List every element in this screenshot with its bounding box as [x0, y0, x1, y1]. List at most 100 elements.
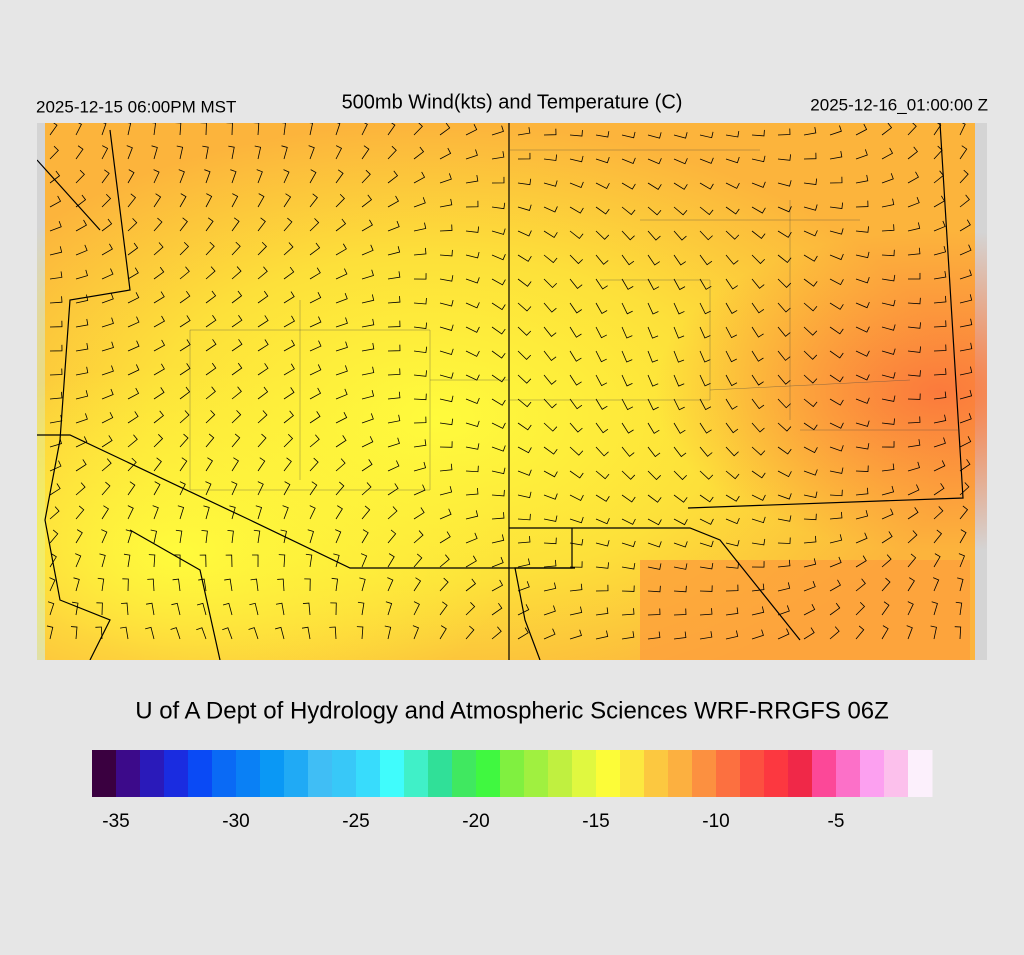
wind-barb — [49, 170, 61, 184]
wind-barb — [121, 602, 129, 616]
wind-barb — [595, 630, 609, 640]
wind-barb — [931, 601, 938, 616]
wind-barb — [47, 601, 55, 616]
wind-barb — [621, 302, 633, 315]
wind-barb — [387, 296, 401, 304]
wind-barb — [283, 291, 295, 304]
wind-barb — [413, 197, 426, 208]
wind-barb — [751, 494, 766, 501]
wind-barb — [361, 145, 370, 160]
wind-barb — [283, 315, 295, 328]
wind-barb — [673, 631, 687, 640]
wind-barb — [932, 577, 940, 592]
wind-barb — [413, 530, 424, 544]
wind-barb — [125, 529, 133, 544]
title: 500mb Wind(kts) and Temperature (C) — [342, 91, 683, 113]
wind-barb — [75, 413, 88, 424]
wind-barb — [387, 437, 400, 448]
wind-barb — [725, 630, 739, 640]
wind-barb — [335, 145, 343, 160]
wind-barb — [75, 529, 83, 544]
wind-barb — [881, 441, 895, 448]
wind-barb — [647, 585, 661, 593]
wind-barb — [439, 554, 450, 568]
wind-barb — [361, 194, 373, 208]
wind-barb — [621, 182, 636, 190]
wind-barb — [413, 507, 425, 520]
wind-barb — [855, 510, 869, 520]
wind-barb — [569, 155, 584, 163]
wind-barb — [699, 230, 713, 241]
wind-barb — [178, 169, 185, 184]
wind-barb — [153, 339, 166, 352]
wind-barb — [881, 418, 896, 425]
wind-barb — [439, 441, 453, 448]
wind-barb — [881, 173, 894, 184]
wind-barb — [127, 457, 137, 472]
wind-barb — [543, 278, 558, 289]
wind-barb — [335, 123, 341, 136]
wind-barb — [283, 481, 291, 496]
wind-barb — [309, 123, 314, 136]
wind-barb — [725, 607, 739, 616]
wind-barb — [751, 470, 766, 479]
wind-barb — [97, 577, 105, 592]
color-box — [668, 750, 693, 797]
wind-barb — [543, 422, 558, 432]
color-box — [524, 750, 549, 797]
wind-barb — [465, 149, 478, 160]
wind-barb — [829, 445, 844, 452]
wind-barb — [127, 434, 138, 448]
wind-barb — [153, 434, 164, 448]
wind-barb — [309, 411, 321, 424]
wind-barb — [361, 294, 375, 304]
wind-barb — [439, 300, 454, 307]
wind-barb — [699, 157, 714, 164]
wind-barb — [517, 302, 532, 312]
wind-barb — [359, 577, 366, 592]
wind-barb — [569, 398, 583, 410]
wind-barb — [282, 505, 289, 520]
wind-barb — [49, 529, 59, 544]
wind-barb — [829, 176, 843, 184]
wind-barb — [803, 230, 818, 237]
wind-barb — [413, 297, 427, 305]
wind-barb — [543, 350, 557, 362]
wind-barb — [647, 518, 662, 526]
wind-barb — [907, 346, 922, 353]
wind-barb — [413, 273, 427, 280]
wind-barb — [855, 226, 869, 233]
wind-barb — [413, 146, 425, 160]
wind-barb — [621, 350, 633, 363]
wind-barb — [699, 182, 714, 190]
wind-barb — [335, 268, 348, 280]
wind-barb — [725, 350, 737, 363]
wind-barb — [569, 561, 583, 568]
wind-barb — [699, 326, 711, 339]
wind-barb — [543, 515, 558, 522]
wind-barb — [621, 608, 635, 616]
wind-barb — [257, 457, 266, 472]
wind-barb — [123, 553, 131, 568]
wind-barb — [465, 420, 480, 428]
wind-barb — [465, 397, 480, 405]
wind-barb — [569, 470, 584, 479]
wind-barb — [387, 483, 399, 496]
wind-barb — [855, 487, 869, 496]
wind-barb — [673, 374, 685, 387]
wind-barb — [595, 182, 610, 190]
wind-barb — [491, 512, 505, 520]
wind-barb — [725, 230, 740, 240]
wind-barb — [569, 254, 583, 265]
wind-barb — [281, 123, 286, 136]
wind-barb — [309, 169, 317, 184]
color-box — [500, 750, 525, 797]
wind-barb — [907, 322, 921, 329]
wind-barb — [829, 326, 844, 335]
wind-barb — [171, 602, 181, 616]
wind-barb — [465, 510, 479, 520]
wind-barb — [829, 489, 843, 497]
wind-barb — [101, 268, 114, 280]
wind-barb — [413, 370, 427, 377]
wind-barb — [127, 340, 140, 352]
